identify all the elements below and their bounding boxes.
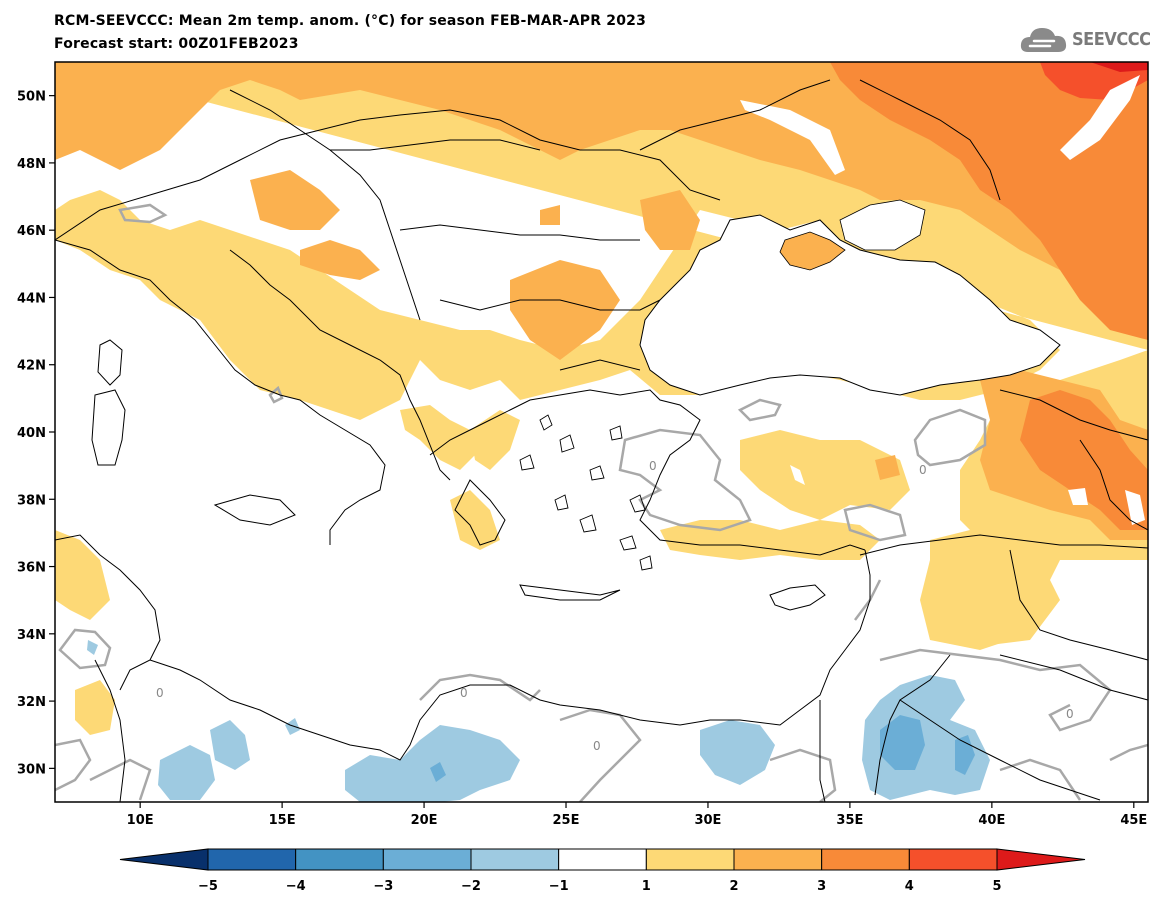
zero-contours (55, 203, 1148, 802)
lat-tick-label: 40N (17, 426, 46, 441)
lat-tick-label: 42N (17, 359, 46, 374)
lat-tick-label: 32N (17, 695, 46, 710)
logo-text: SEEVCCC (1072, 29, 1151, 50)
colorbar-extend-low (119, 848, 209, 871)
colorbar-label: −5 (198, 879, 218, 894)
contour-label: 0 (460, 686, 468, 700)
contour-label: 0 (649, 459, 657, 473)
lat-tick-label: 48N (17, 157, 46, 172)
colorbar-label: 1 (642, 879, 651, 894)
contour-label: 0 (593, 739, 601, 753)
contour-label: 0 (1066, 707, 1074, 721)
anomaly-region-neg1-neg2 (87, 640, 990, 802)
lon-tick-label: 45E (1120, 813, 1147, 828)
colorbar-label: 2 (729, 879, 738, 894)
colorbar-cell (558, 848, 647, 871)
lat-tick-label: 46N (17, 224, 46, 239)
cloud-icon (1020, 28, 1067, 52)
anomaly-region-5plus (1090, 62, 1148, 72)
colorbar-cell (470, 848, 560, 871)
colorbar-label: −4 (286, 879, 306, 894)
lat-tick-label: 30N (17, 762, 46, 777)
colorbar-cell (821, 848, 910, 871)
chart-subtitle: Forecast start: 00Z01FEB2023 (54, 36, 299, 52)
lat-tick-label: 36N (17, 561, 46, 576)
anomaly-region-1-2-turkey (55, 405, 1060, 735)
colorbar-label: −1 (549, 879, 569, 894)
lon-tick-label: 10E (127, 813, 154, 828)
colorbar-cell (908, 848, 998, 871)
neutral-patch (515, 75, 1145, 525)
colorbar-cell (207, 848, 297, 871)
colorbar-cell (733, 848, 823, 871)
sea-of-azov (839, 199, 926, 251)
contour-label: 0 (156, 686, 164, 700)
lon-tick-label: 15E (269, 813, 296, 828)
lat-tick-label: 38N (17, 493, 46, 508)
lon-tick-label: 25E (553, 813, 580, 828)
seevccc-logo: SEEVCCC (1018, 22, 1158, 58)
colorbar-cell (382, 848, 472, 871)
lat-tick-label: 34N (17, 628, 46, 643)
colorbar-cell (645, 848, 735, 871)
lat-tick-label: 44N (17, 291, 46, 306)
chart-title: RCM-SEEVCCC: Mean 2m temp. anom. (°C) fo… (54, 13, 647, 29)
anomaly-region-3-4 (830, 62, 1148, 530)
map-plot: 0 0 0 0 0 0 (17, 61, 1149, 828)
anomaly-region-2-3 (55, 62, 1148, 540)
colorbar-cell (295, 848, 384, 871)
lon-tick-label: 40E (978, 813, 1005, 828)
crimea (779, 231, 846, 271)
black-sea (639, 214, 1061, 396)
contour-label: 0 (919, 463, 927, 477)
contour-labels: 0 0 0 0 0 0 (156, 459, 1074, 753)
aegean-islands (519, 414, 653, 571)
colorbar-label: 5 (992, 879, 1001, 894)
colorbar-extend-high (996, 848, 1086, 871)
coastlines-borders (55, 79, 1148, 802)
colorbar-label: 3 (817, 879, 826, 894)
lon-tick-label: 20E (411, 813, 438, 828)
colorbar-label: −2 (461, 879, 481, 894)
colorbar-label: −3 (373, 879, 393, 894)
lon-tick-label: 30E (694, 813, 721, 828)
latitude-axis: 50N 48N 46N 44N 42N 40N 38N 36N 34N 32N 30N (17, 90, 55, 777)
lat-tick-label: 50N (17, 90, 46, 105)
lon-tick-label: 35E (836, 813, 863, 828)
longitude-axis: 10E 15E 20E 25E 30E 35E 40E 45E (127, 802, 1147, 828)
colorbar-label: 4 (905, 879, 914, 894)
